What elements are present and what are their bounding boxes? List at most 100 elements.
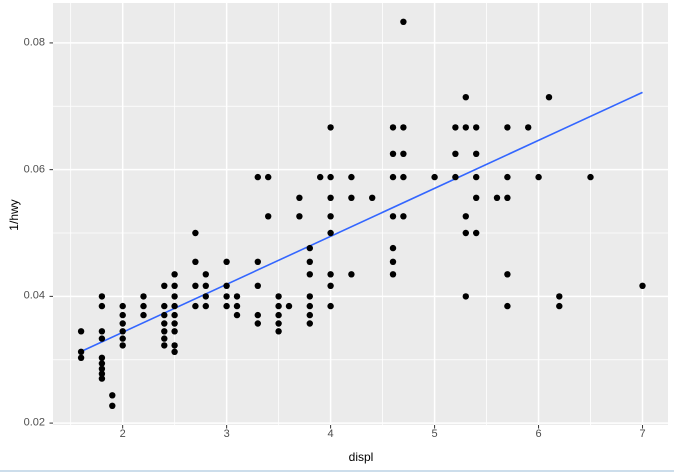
data-point <box>389 271 397 278</box>
data-point <box>98 375 106 382</box>
data-point <box>171 348 178 355</box>
data-point <box>223 282 230 289</box>
data-point <box>473 173 480 181</box>
data-point <box>192 282 199 289</box>
data-point <box>161 320 168 327</box>
data-point <box>254 282 261 289</box>
data-point <box>431 173 438 181</box>
data-point <box>327 282 334 289</box>
data-point <box>504 194 511 201</box>
data-point <box>462 124 469 131</box>
data-point <box>254 311 261 319</box>
data-point <box>171 342 178 349</box>
data-point <box>77 354 85 361</box>
data-point <box>535 173 542 181</box>
data-point <box>275 328 282 335</box>
plot-panel <box>53 3 668 425</box>
data-point <box>171 302 178 310</box>
data-point <box>296 194 303 201</box>
y-tick-label: 0.08 <box>23 36 45 49</box>
data-point <box>452 124 459 131</box>
data-point <box>98 365 106 372</box>
data-point <box>400 150 407 157</box>
data-point <box>348 271 355 278</box>
data-point <box>275 293 282 300</box>
data-point <box>202 271 209 278</box>
data-point <box>400 173 407 181</box>
data-point <box>171 271 178 278</box>
data-point <box>389 150 397 157</box>
data-point <box>389 124 397 131</box>
data-point <box>493 194 501 201</box>
y-tick-label: 0.06 <box>23 163 45 176</box>
data-point <box>161 302 168 310</box>
data-point <box>473 150 480 157</box>
data-point <box>140 311 147 319</box>
data-point <box>161 335 168 342</box>
x-tick-label: 7 <box>639 428 646 440</box>
data-point <box>317 173 324 181</box>
data-point <box>98 354 106 361</box>
data-point <box>161 342 168 349</box>
data-point <box>462 213 469 220</box>
data-point <box>306 293 313 300</box>
data-point <box>119 320 126 327</box>
data-point <box>109 392 116 399</box>
data-point <box>504 173 511 181</box>
data-point <box>171 320 178 327</box>
data-point <box>400 124 407 131</box>
data-point <box>192 302 199 310</box>
data-point <box>202 293 209 300</box>
data-point <box>285 302 293 310</box>
data-point <box>98 302 106 310</box>
data-point <box>348 173 355 181</box>
data-point <box>452 150 459 157</box>
data-point <box>223 302 230 310</box>
data-point <box>171 293 178 300</box>
data-point <box>473 229 480 237</box>
data-point <box>556 293 563 300</box>
data-point <box>327 229 334 237</box>
data-point <box>462 94 469 101</box>
data-point <box>327 271 334 278</box>
data-point <box>109 402 116 409</box>
data-point <box>275 311 282 319</box>
data-point <box>171 328 178 335</box>
data-point <box>77 348 85 355</box>
x-tick-label: 3 <box>223 428 230 440</box>
data-point <box>254 320 261 327</box>
data-point <box>233 293 241 300</box>
data-point <box>545 94 553 101</box>
data-point <box>223 293 230 300</box>
data-point <box>223 258 230 265</box>
data-point <box>233 302 241 310</box>
data-point <box>306 271 313 278</box>
y-tick-label: 0.04 <box>23 289 45 302</box>
x-axis-title: displ <box>348 450 374 464</box>
data-point <box>119 328 126 335</box>
data-point <box>202 282 209 289</box>
data-point <box>98 335 106 342</box>
data-point <box>161 282 168 289</box>
data-point <box>171 282 178 289</box>
data-point <box>452 173 459 181</box>
data-point <box>77 328 85 335</box>
data-point <box>504 271 511 278</box>
data-point <box>327 173 334 181</box>
data-point <box>306 244 313 252</box>
data-point <box>140 302 147 310</box>
data-point <box>233 311 241 319</box>
data-point <box>504 124 511 131</box>
data-point <box>473 124 480 131</box>
data-point <box>525 124 532 131</box>
data-point <box>462 229 469 237</box>
data-point <box>119 302 126 310</box>
data-point <box>306 311 313 319</box>
data-point <box>327 213 334 220</box>
data-point <box>504 302 511 310</box>
data-point <box>306 302 313 310</box>
data-point <box>639 282 646 289</box>
data-point <box>265 213 272 220</box>
